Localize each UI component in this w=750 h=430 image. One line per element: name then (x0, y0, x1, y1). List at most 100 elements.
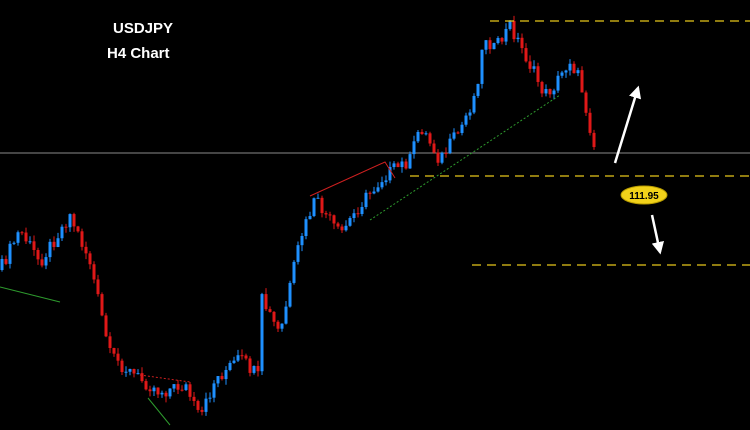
candle-body (268, 309, 272, 312)
candle-body (536, 66, 540, 82)
candle-body (368, 192, 372, 194)
candle-body (432, 143, 436, 153)
candle-body (408, 154, 412, 169)
candle-body (468, 112, 472, 116)
candle-body (196, 400, 200, 410)
candle-body (84, 246, 88, 254)
candle-body (56, 238, 60, 247)
candle-body (540, 81, 544, 94)
candle-body (80, 231, 84, 247)
candle-body (248, 358, 252, 373)
candle-body (44, 257, 48, 266)
candle-body (324, 213, 328, 215)
candle-body (564, 70, 568, 73)
candle-body (204, 398, 208, 412)
candle-body (400, 161, 404, 168)
candle-body (516, 37, 520, 40)
candle-body (136, 373, 140, 375)
candle-body (164, 392, 168, 397)
candle-body (252, 366, 256, 373)
candle-body (116, 353, 120, 361)
candle-body (336, 223, 340, 227)
candle-body (340, 226, 344, 231)
levels (410, 20, 750, 266)
candle-body (0, 259, 4, 270)
candles (0, 15, 596, 416)
candle-body (500, 38, 504, 42)
down-arrow (650, 214, 664, 255)
candle-body (452, 132, 456, 139)
candle-body (240, 355, 244, 357)
candle-body (520, 37, 524, 49)
candle-body (348, 218, 352, 226)
candle-body (256, 366, 260, 372)
candle-body (352, 213, 356, 219)
candle-body (192, 396, 196, 401)
level-badge (620, 185, 668, 205)
candle-body (544, 89, 548, 94)
candle-body (128, 368, 132, 372)
candle-body (584, 92, 588, 113)
symbol: USDJPY (113, 20, 173, 37)
trendline (0, 286, 61, 303)
trendline (139, 374, 191, 383)
candle-body (292, 261, 296, 283)
candle-body (328, 214, 332, 216)
candle-body (148, 389, 152, 392)
candle-body (496, 38, 500, 43)
candle-body (172, 384, 176, 389)
candle-body (288, 282, 292, 307)
candle-body (424, 133, 428, 135)
trendlines (0, 94, 561, 426)
candle-body (184, 384, 188, 390)
candle-body (52, 241, 56, 247)
candle-body (416, 131, 420, 142)
candle-body (156, 387, 160, 395)
candle-body (392, 163, 396, 168)
candle-body (60, 226, 64, 239)
candle-body (4, 259, 8, 264)
candle-body (300, 235, 304, 246)
candle-body (132, 368, 136, 374)
candle-body (228, 362, 232, 370)
candle-body (372, 191, 376, 194)
candle-body (68, 214, 72, 228)
candle-body (64, 226, 68, 228)
candle-body (124, 371, 128, 373)
candle-body (316, 197, 320, 199)
candle-body (260, 294, 264, 372)
candle-body (140, 373, 144, 382)
candle-body (344, 225, 348, 231)
candle-body (12, 242, 16, 244)
trendline (147, 397, 171, 426)
candle-body (420, 131, 424, 135)
candle-body (28, 241, 32, 243)
candle-body (264, 294, 268, 310)
up-arrow (613, 85, 642, 164)
candle-body (436, 152, 440, 163)
candle-body (444, 152, 448, 154)
level-label: 111.95 (629, 191, 659, 202)
candle-body (412, 141, 416, 155)
trendline (309, 161, 396, 197)
candle-body (492, 42, 496, 50)
candle-body (180, 389, 184, 391)
candle-body (576, 70, 580, 74)
candle-body (588, 112, 592, 133)
candle-body (440, 152, 444, 163)
candle-body (168, 388, 172, 397)
candle-body (32, 241, 36, 251)
candle-body (572, 63, 576, 74)
candle-body (276, 321, 280, 329)
candle-body (304, 219, 308, 236)
candle-body (100, 294, 104, 316)
candle-body (332, 215, 336, 224)
candle-body (488, 40, 492, 50)
candle-body (428, 133, 432, 144)
candle-body (16, 232, 20, 243)
candle-body (560, 72, 564, 76)
candle-body (76, 226, 80, 232)
